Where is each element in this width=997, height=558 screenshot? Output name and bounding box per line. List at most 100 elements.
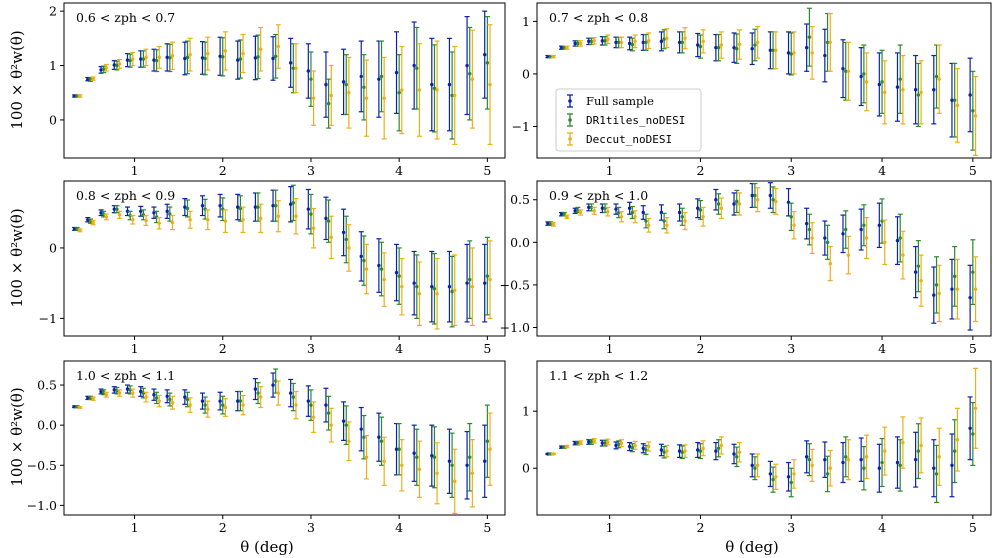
data-point <box>971 270 975 274</box>
data-point <box>934 283 939 287</box>
data-point <box>732 45 736 50</box>
data-point <box>256 205 260 209</box>
x-tick-label: 4 <box>395 520 403 535</box>
data-point <box>559 45 564 50</box>
data-point <box>913 457 918 462</box>
data-point <box>683 36 687 40</box>
data-point <box>732 452 736 456</box>
legend-marker-dec <box>568 137 572 141</box>
data-point <box>955 103 960 108</box>
x-tick-label: 3 <box>787 163 795 178</box>
y-tick-label: −0.5 <box>27 458 57 473</box>
data-point <box>716 45 721 50</box>
series-dec <box>77 380 493 514</box>
data-point <box>587 440 591 444</box>
data-point <box>646 444 651 449</box>
x-tick-label: 5 <box>969 341 977 356</box>
data-point <box>125 209 130 213</box>
data-point <box>309 212 313 216</box>
data-point <box>306 69 311 73</box>
x-tick-label: 2 <box>696 341 704 356</box>
data-point <box>665 223 669 227</box>
data-point <box>470 284 475 289</box>
data-point <box>662 37 666 41</box>
data-point <box>898 236 902 240</box>
data-point <box>562 45 566 50</box>
data-point <box>273 379 278 383</box>
data-point <box>377 263 381 268</box>
data-point <box>807 35 812 39</box>
data-point <box>485 61 490 65</box>
y-tick-label: 0.0 <box>510 235 530 250</box>
data-point <box>75 227 79 231</box>
data-point <box>450 93 454 98</box>
series-full <box>72 10 488 132</box>
x-tick-label: 2 <box>219 163 227 178</box>
data-point <box>789 480 793 485</box>
data-point <box>825 472 830 476</box>
data-point <box>701 215 705 219</box>
data-point <box>241 403 245 407</box>
data-point <box>774 199 778 204</box>
panel-title: 0.8 < zph < 0.9 <box>76 188 175 203</box>
data-point <box>326 101 331 106</box>
data-point <box>968 295 972 300</box>
data-point <box>768 48 773 52</box>
data-point <box>823 236 827 240</box>
x-tick-label: 5 <box>483 163 491 178</box>
panel-4: 1 2 3 4 5 −1.0 −0.5 0.0 0.5 0.9 < zph < 1.0 <box>500 180 992 356</box>
data-point <box>185 397 190 402</box>
data-point <box>937 77 941 81</box>
series-dr1 <box>548 7 976 151</box>
data-point <box>104 215 109 219</box>
data-point <box>825 40 830 45</box>
data-point <box>883 449 887 453</box>
data-point <box>698 44 703 49</box>
x-tick-label: 2 <box>219 341 227 356</box>
data-point <box>937 455 941 459</box>
data-point <box>578 210 583 215</box>
data-point <box>792 472 796 476</box>
data-point <box>841 232 845 236</box>
data-point <box>606 37 610 41</box>
data-point <box>901 440 905 445</box>
data-point <box>630 210 635 215</box>
data-point <box>895 238 900 243</box>
data-point <box>276 44 281 49</box>
data-point <box>665 36 669 40</box>
series-dr1 <box>74 368 490 498</box>
y-tick-label: 1 <box>522 14 530 29</box>
data-point <box>919 443 923 448</box>
data-point <box>236 58 240 62</box>
data-point <box>379 439 384 443</box>
plot-frame <box>536 2 992 159</box>
data-point <box>344 237 348 242</box>
data-point <box>735 455 739 459</box>
data-point <box>859 457 863 462</box>
data-point <box>326 411 331 415</box>
plot-frame <box>63 2 506 159</box>
data-point <box>883 90 887 95</box>
data-point <box>932 293 936 297</box>
data-point <box>753 466 757 470</box>
x-axis-label-right: θ (deg) <box>725 538 779 556</box>
data-point <box>430 82 434 87</box>
data-point <box>170 401 175 405</box>
data-point <box>468 455 472 459</box>
data-point <box>614 443 618 448</box>
data-point <box>701 39 705 44</box>
data-point <box>382 277 386 282</box>
data-point <box>578 440 583 445</box>
x-tick-label: 3 <box>307 341 315 356</box>
data-point <box>238 57 243 61</box>
data-point <box>659 448 664 452</box>
data-point <box>447 459 452 463</box>
data-point <box>483 52 487 57</box>
x-tick-label: 3 <box>307 520 315 535</box>
data-point <box>606 209 610 214</box>
data-point <box>955 287 960 291</box>
data-point <box>168 56 172 60</box>
legend: Full sample DR1tiles_noDESI Deccut_noDES… <box>555 88 702 152</box>
data-point <box>188 52 192 57</box>
data-point <box>465 463 469 467</box>
